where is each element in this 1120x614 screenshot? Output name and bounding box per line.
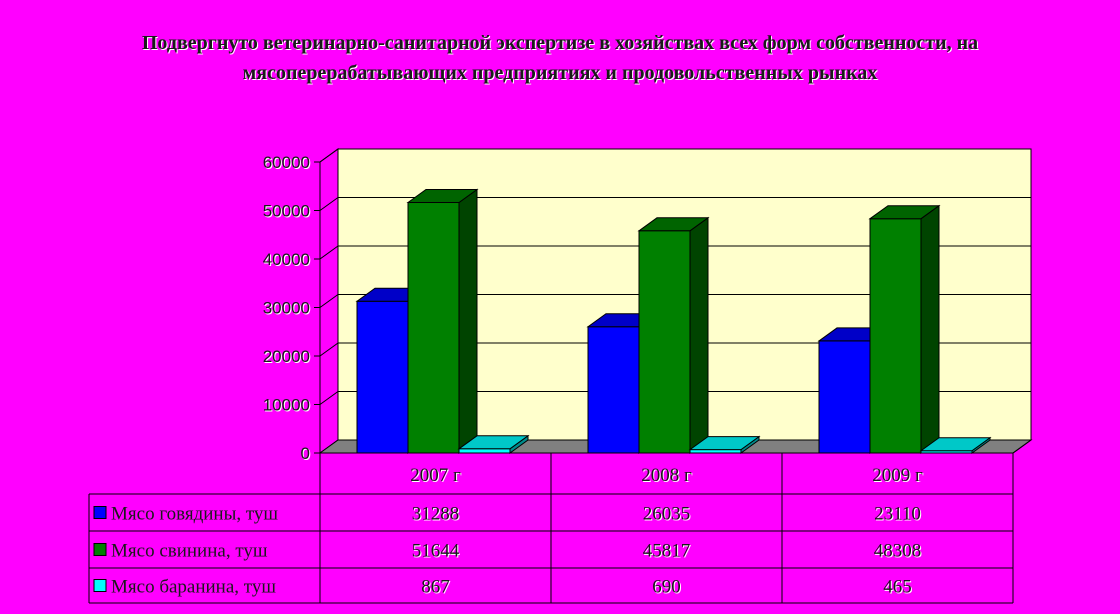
category-label-shadow: 2009 г xyxy=(873,466,924,487)
bars xyxy=(355,188,992,454)
data-value-shadow: 465 xyxy=(884,578,913,599)
y-tick-label-shadow: 60000 xyxy=(264,154,311,173)
bar-top xyxy=(406,189,479,204)
gridline-side xyxy=(319,342,339,357)
data-value-shadow: 23110 xyxy=(875,505,922,526)
bar-front xyxy=(356,300,409,454)
gridline-side xyxy=(319,148,339,163)
bar xyxy=(919,436,992,454)
data-value-shadow: 31288 xyxy=(413,505,461,526)
legend-swatch xyxy=(93,543,107,556)
category-label: 2007 г xyxy=(410,465,461,486)
bar-side xyxy=(458,188,478,454)
bar-top xyxy=(637,217,710,232)
data-value: 26035 xyxy=(643,504,691,525)
data-value-shadow: 690 xyxy=(653,578,682,599)
y-tick-label-shadow: 50000 xyxy=(264,203,311,222)
bar-side xyxy=(920,204,940,454)
y-tick-label: 30000 xyxy=(263,299,310,318)
y-tick-label: 10000 xyxy=(263,396,310,415)
gridline-side xyxy=(319,294,339,308)
data-value-shadow: 867 xyxy=(422,578,451,599)
bar-top xyxy=(457,435,530,450)
y-tick-label-shadow: 30000 xyxy=(264,300,311,319)
bar-top xyxy=(919,437,992,452)
y-tick-label: 20000 xyxy=(263,347,310,366)
category-label-shadow: 2007 г xyxy=(411,466,462,487)
data-value: 45817 xyxy=(643,541,691,562)
gridline-side xyxy=(319,197,339,211)
legend-swatch xyxy=(93,579,107,592)
y-tick-label: 60000 xyxy=(263,153,310,172)
bar xyxy=(637,216,710,454)
table-line xyxy=(1012,439,1032,454)
bar-side xyxy=(689,216,709,454)
category-label: 2008 г xyxy=(641,465,692,486)
category-label-shadow: 2008 г xyxy=(642,466,693,487)
data-value: 465 xyxy=(883,577,912,598)
legend-label: Мясо говядины, туш xyxy=(111,504,278,525)
bar-front xyxy=(407,202,460,454)
data-value: 51644 xyxy=(412,541,460,562)
y-tick-label-shadow: 10000 xyxy=(264,397,311,416)
data-value-shadow: 48308 xyxy=(875,542,923,563)
bar xyxy=(868,204,941,454)
data-value: 48308 xyxy=(874,541,922,562)
gridline-side xyxy=(319,391,339,405)
data-value-shadow: 26035 xyxy=(644,505,692,526)
y-tick-label: 40000 xyxy=(263,250,310,269)
bar xyxy=(457,434,530,454)
bar-front xyxy=(869,218,922,454)
data-value: 31288 xyxy=(412,504,460,525)
chart-title: Подвергнуто ветеринарно-санитарной экспе… xyxy=(141,32,979,84)
y-tick-label-shadow: 40000 xyxy=(264,251,311,270)
bar-front xyxy=(458,448,511,454)
legend-label: Мясо свинина, туш xyxy=(111,541,268,562)
bar-front xyxy=(587,326,640,454)
y-tick-label-shadow: 0 xyxy=(302,445,311,464)
y-tick-label-shadow: 20000 xyxy=(264,348,311,367)
bar-top xyxy=(688,436,761,451)
y-tick-label: 0 xyxy=(301,444,310,463)
gridline-side xyxy=(319,245,339,260)
data-value: 867 xyxy=(421,577,450,598)
data-value: 690 xyxy=(652,577,681,598)
bar xyxy=(406,188,479,454)
bar xyxy=(688,435,761,454)
legend-swatch xyxy=(93,506,107,519)
y-tick-label: 50000 xyxy=(263,202,310,221)
bar-front xyxy=(638,230,691,454)
bar-front xyxy=(689,449,742,454)
bar-front xyxy=(818,340,871,454)
data-value: 23110 xyxy=(874,504,921,525)
bar-top xyxy=(868,205,941,220)
y-axis-ticks: 0010000100002000020000300003000040000400… xyxy=(263,153,321,464)
data-value-shadow: 45817 xyxy=(644,542,692,563)
category-label: 2009 г xyxy=(872,465,923,486)
legend-label: Мясо баранина, туш xyxy=(111,577,276,598)
data-value-shadow: 51644 xyxy=(413,542,461,563)
